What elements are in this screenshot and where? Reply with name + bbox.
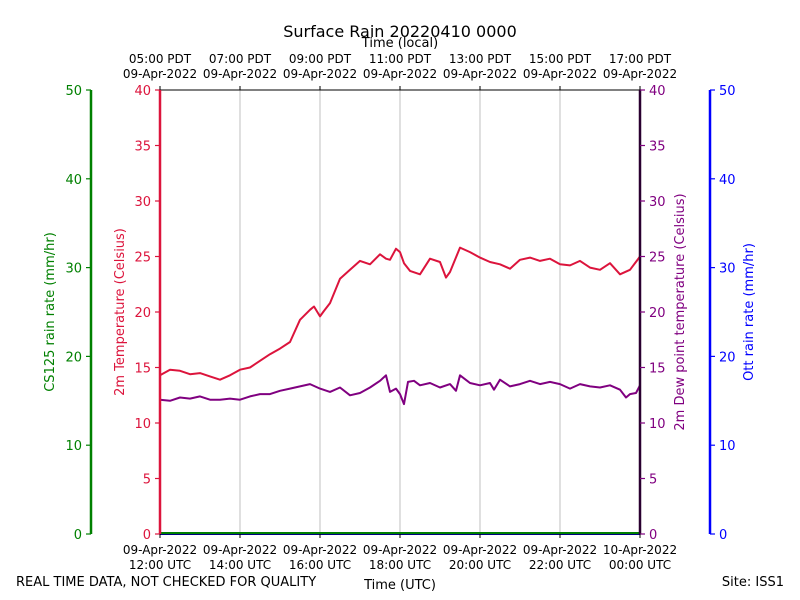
x-tick-label-date: 09-Apr-2022	[363, 543, 437, 557]
dewpoint-axis-tick-label: 10	[649, 417, 666, 432]
cs125-axis-tick-label: 50	[65, 84, 82, 99]
dewpoint-axis-tick-label: 20	[649, 306, 666, 321]
ott-axis-tick-label: 0	[719, 528, 727, 543]
x-tick-label-date: 09-Apr-2022	[283, 543, 357, 557]
temperature-axis-tick-label: 10	[134, 417, 151, 432]
temperature-axis-tick-label: 15	[134, 362, 151, 377]
quality-disclaimer: REAL TIME DATA, NOT CHECKED FOR QUALITY	[16, 575, 317, 590]
temperature-axis-tick-label: 40	[134, 84, 151, 99]
cs125-axis-title: CS125 rain rate (mm/hr)	[43, 232, 58, 392]
temperature-axis-tick-label: 25	[134, 251, 151, 266]
temperature-axis-tick-label: 35	[134, 140, 151, 155]
ott-axis-tick-label: 20	[719, 350, 736, 365]
series-2m-temperature	[159, 246, 641, 381]
dewpoint-axis-tick-label: 25	[649, 251, 666, 266]
dewpoint-axis-tick-label: 30	[649, 195, 666, 210]
top-tick-label-date: 09-Apr-2022	[443, 67, 517, 81]
x-tick-label-time: 22:00 UTC	[529, 558, 591, 572]
top-tick-label-time: 13:00 PDT	[449, 52, 512, 66]
top-axis-title: Time (local)	[361, 36, 438, 51]
top-tick-label-date: 09-Apr-2022	[203, 67, 277, 81]
top-tick-label-date: 09-Apr-2022	[523, 67, 597, 81]
x-tick-label-time: 14:00 UTC	[209, 558, 271, 572]
x-axis-title: Time (UTC)	[363, 578, 436, 593]
top-tick-label-time: 09:00 PDT	[289, 52, 352, 66]
x-tick-label-date: 10-Apr-2022	[603, 543, 677, 557]
ott-axis-tick-label: 50	[719, 84, 736, 99]
x-tick-label-time: 16:00 UTC	[289, 558, 351, 572]
cs125-axis-tick-label: 10	[65, 439, 82, 454]
ott-axis-tick-label: 10	[719, 439, 736, 454]
ott-axis-tick-label: 40	[719, 173, 736, 188]
series-2m-dew-point-temperature	[159, 374, 641, 406]
temperature-axis-tick-label: 20	[134, 306, 151, 321]
dewpoint-axis-tick-label: 15	[649, 362, 666, 377]
temperature-axis-tick-label: 30	[134, 195, 151, 210]
dewpoint-axis-title: 2m Dew point temperature (Celsius)	[673, 193, 688, 430]
chart-title: Surface Rain 20220410 0000	[283, 22, 517, 41]
top-tick-label-date: 09-Apr-2022	[283, 67, 357, 81]
tick-labels: 0 10 20 30 40 50 0 5 10 15 20 25 30 35 40 0 5 10 15 20 25 30 3…	[43, 52, 757, 572]
top-tick-label-time: 07:00 PDT	[209, 52, 272, 66]
temperature-axis-tick-label: 0	[143, 528, 151, 543]
top-tick-label-time: 15:00 PDT	[529, 52, 592, 66]
x-tick-label-time: 20:00 UTC	[449, 558, 511, 572]
x-tick-label-time: 00:00 UTC	[609, 558, 671, 572]
top-tick-label-time: 05:00 PDT	[129, 52, 192, 66]
top-tick-label-date: 09-Apr-2022	[603, 67, 677, 81]
cs125-axis-tick-label: 20	[65, 350, 82, 365]
dewpoint-axis-tick-label: 5	[649, 473, 657, 488]
temperature-axis-title: 2m Temperature (Celsius)	[113, 228, 128, 396]
top-tick-label-time: 11:00 PDT	[369, 52, 432, 66]
x-tick-label-date: 09-Apr-2022	[523, 543, 597, 557]
top-tick-label-time: 17:00 PDT	[609, 52, 672, 66]
ott-axis-tick-label: 30	[719, 262, 736, 277]
top-tick-label-date: 09-Apr-2022	[123, 67, 197, 81]
x-tick-label-date: 09-Apr-2022	[203, 543, 277, 557]
x-tick-label-date: 09-Apr-2022	[443, 543, 517, 557]
top-tick-label-date: 09-Apr-2022	[363, 67, 437, 81]
x-tick-label-date: 09-Apr-2022	[123, 543, 197, 557]
cs125-axis-tick-label: 30	[65, 262, 82, 277]
dewpoint-axis-tick-label: 35	[649, 140, 666, 155]
x-tick-label-time: 12:00 UTC	[129, 558, 191, 572]
dewpoint-axis-tick-label: 40	[649, 84, 666, 99]
site-label: Site: ISS1	[721, 575, 784, 590]
x-tick-label-time: 18:00 UTC	[369, 558, 431, 572]
cs125-axis-tick-label: 0	[74, 528, 82, 543]
ott-axis-title: Ott rain rate (mm/hr)	[742, 243, 757, 381]
dewpoint-axis-tick-label: 0	[649, 528, 657, 543]
grid-lines	[239, 90, 561, 534]
cs125-axis-tick-label: 40	[65, 173, 82, 188]
temperature-axis-tick-label: 5	[143, 473, 151, 488]
